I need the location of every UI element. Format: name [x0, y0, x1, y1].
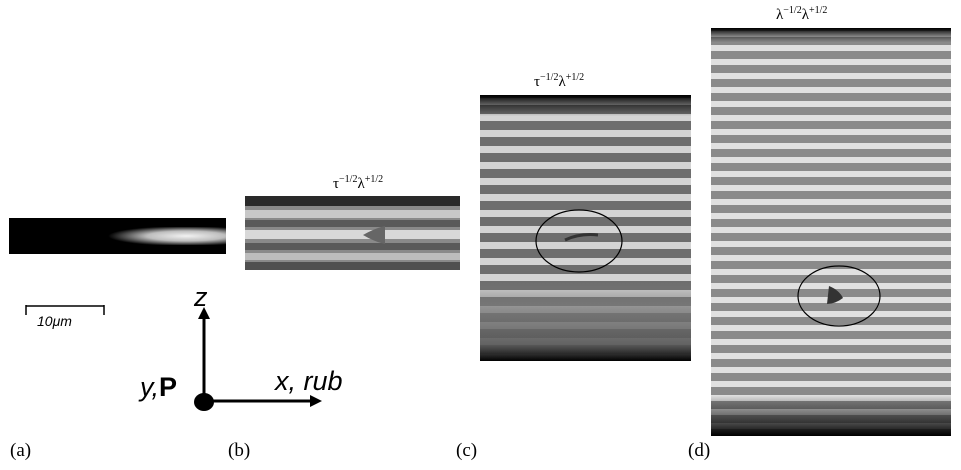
z-axis-label: z: [194, 282, 208, 312]
panel-b-label: (b): [228, 440, 251, 461]
panel-d-label: (d): [688, 440, 711, 461]
polarization-label: P: [159, 372, 178, 402]
coordinate-axes: [190, 305, 330, 415]
micrograph-b: [245, 196, 460, 270]
scale-bar-label: 10μm: [37, 313, 72, 329]
panel-c-title: τ−1/2λ+1/2: [534, 72, 585, 90]
x-axis-label: x, rub: [275, 366, 343, 396]
micrograph-c: [480, 95, 691, 361]
micrograph-a: [9, 218, 226, 254]
y-axis-label: y,P: [140, 372, 178, 402]
panel-d-title: λ−1/2λ+1/2: [776, 5, 828, 23]
micrograph-d: [711, 28, 951, 436]
panel-b-title: τ−1/2λ+1/2: [333, 174, 384, 192]
scale-bar: [25, 304, 105, 316]
panel-a-label: (a): [10, 440, 32, 461]
panel-c-label: (c): [456, 440, 478, 461]
